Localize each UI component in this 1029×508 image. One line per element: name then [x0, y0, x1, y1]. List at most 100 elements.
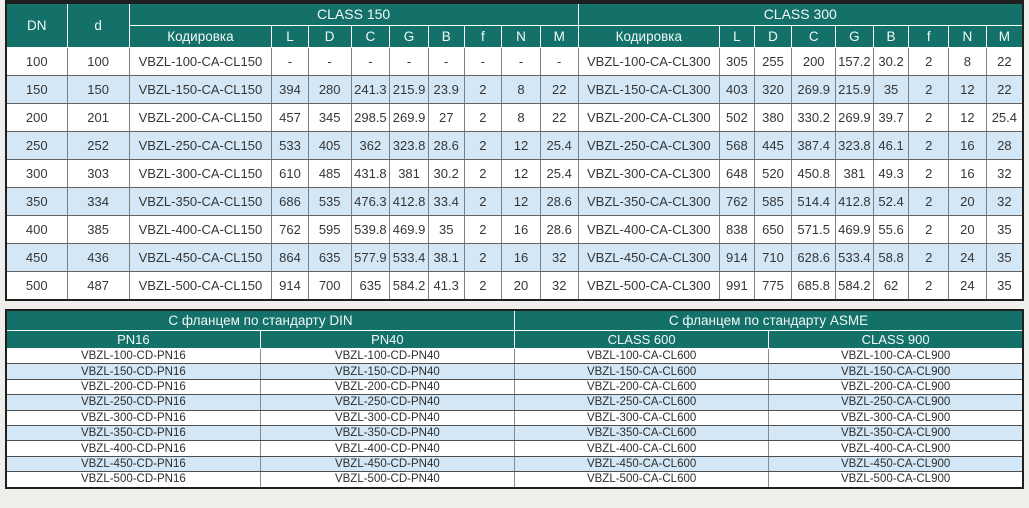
data-cell: 431.8 — [350, 159, 391, 188]
data-cell: 381 — [835, 159, 874, 188]
table-row: VBZL-200-CD-PN16 VBZL-200-CD-PN40 VBZL-200… — [5, 378, 1024, 396]
column-header-pn16: PN16 — [5, 330, 261, 349]
data-cell: 450.8 — [791, 159, 837, 188]
data-cell: 2 — [463, 75, 503, 104]
sub-header-dim: f — [463, 25, 503, 48]
d-cell: 150 — [66, 75, 130, 104]
data-cell: 55.6 — [872, 215, 910, 244]
code-cell: VBZL-250-CA-CL300 — [577, 131, 721, 160]
data-cell: 2 — [908, 75, 950, 104]
data-cell: 2 — [463, 187, 503, 216]
code-cell: VBZL-400-CA-CL600 — [513, 440, 770, 457]
data-cell: 469.9 — [835, 215, 874, 244]
data-cell: 584.2 — [835, 271, 874, 301]
flange-codes-body: VBZL-100-CD-PN16 VBZL-100-CD-PN40 VBZL-100… — [5, 347, 1024, 489]
data-cell: 35 — [872, 75, 910, 104]
data-cell: - — [501, 47, 541, 76]
data-cell: 650 — [753, 215, 793, 244]
data-cell: 22 — [539, 103, 579, 132]
code-cell: VBZL-500-CA-CL300 — [577, 271, 721, 301]
data-cell: 22 — [985, 47, 1024, 76]
flange-codes-header: С фланцем по стандарту DIN С фланцем по … — [5, 309, 1024, 349]
data-cell: 269.9 — [389, 103, 429, 132]
data-cell: 30.2 — [427, 159, 465, 188]
code-cell: VBZL-300-CA-CL900 — [768, 409, 1024, 426]
code-cell: VBZL-100-CA-CL900 — [768, 347, 1024, 365]
data-cell: 762 — [719, 187, 755, 216]
group-header-class300: CLASS 300 — [577, 1, 1024, 26]
dn-cell: 200 — [5, 103, 68, 132]
data-cell: - — [539, 47, 579, 76]
table-row: 300 303 VBZL-300-CA-CL150 610 485 431.8 381 30.… — [5, 159, 1024, 188]
group-header-class150: CLASS 150 — [128, 1, 579, 26]
data-cell: - — [307, 47, 352, 76]
table-row: VBZL-300-CD-PN16 VBZL-300-CD-PN40 VBZL-300… — [5, 409, 1024, 426]
group-header-row: DN d CLASS 150 CLASS 300 — [5, 1, 1024, 48]
column-header-class900: CLASS 900 — [768, 330, 1024, 349]
data-cell: 914 — [271, 271, 309, 301]
code-cell: VBZL-250-CA-CL600 — [513, 394, 770, 411]
code-cell: VBZL-200-CA-CL300 — [577, 103, 721, 132]
column-header-class600: CLASS 600 — [513, 330, 770, 349]
code-cell: VBZL-250-CD-PN16 — [5, 394, 261, 411]
data-cell: 22 — [985, 75, 1024, 104]
data-cell: 35 — [985, 271, 1024, 301]
data-cell: 32 — [539, 271, 579, 301]
data-cell: 502 — [719, 103, 755, 132]
dn-cell: 350 — [5, 187, 68, 216]
dn-cell: 300 — [5, 159, 68, 188]
code-cell: VBZL-450-CD-PN16 — [5, 455, 261, 473]
sub-header-dim: N — [501, 25, 541, 48]
code-cell: VBZL-450-CA-CL600 — [513, 455, 770, 473]
data-cell: 12 — [948, 75, 987, 104]
column-header-dn: DN — [5, 1, 68, 48]
data-cell: 585 — [753, 187, 793, 216]
table-row: VBZL-400-CD-PN16 VBZL-400-CD-PN40 VBZL-400… — [5, 440, 1024, 457]
data-cell: 595 — [307, 215, 352, 244]
dn-cell: 100 — [5, 47, 68, 76]
data-cell: 269.9 — [791, 75, 837, 104]
sub-header-dim: M — [985, 25, 1024, 48]
data-cell: 2 — [463, 243, 503, 272]
group-header-asme: С фланцем по стандарту ASME — [514, 309, 1024, 331]
data-cell: 49.3 — [872, 159, 910, 188]
data-cell: 2 — [908, 243, 950, 272]
code-cell: VBZL-150-CD-PN40 — [259, 363, 516, 380]
sub-header-dim: f — [908, 25, 950, 48]
data-cell: 2 — [463, 103, 503, 132]
data-cell: 28.6 — [539, 187, 579, 216]
data-cell: - — [463, 47, 503, 76]
code-cell: VBZL-450-CA-CL300 — [577, 243, 721, 272]
data-cell: 2 — [463, 215, 503, 244]
data-cell: 39.7 — [872, 103, 910, 132]
data-cell: 24 — [948, 271, 987, 301]
sub-header-dim: C — [791, 25, 837, 48]
data-cell: 62 — [872, 271, 910, 301]
column-header-pn40: PN40 — [259, 330, 516, 349]
sub-header-dim: L — [271, 25, 309, 48]
code-cell: VBZL-500-CD-PN40 — [259, 471, 516, 489]
flange-codes-table: С фланцем по стандарту DIN С фланцем по … — [5, 309, 1024, 489]
data-cell: 485 — [307, 159, 352, 188]
data-cell: 2 — [908, 159, 950, 188]
code-cell: VBZL-150-CD-PN16 — [5, 363, 261, 380]
data-cell: 16 — [501, 243, 541, 272]
data-cell: 914 — [719, 243, 755, 272]
data-cell: 27 — [427, 103, 465, 132]
sub-header-dim: C — [350, 25, 391, 48]
d-cell: 201 — [66, 103, 130, 132]
code-cell: VBZL-100-CA-CL150 — [128, 47, 273, 76]
code-cell: VBZL-450-CA-CL150 — [128, 243, 273, 272]
data-cell: 2 — [463, 131, 503, 160]
code-cell: VBZL-200-CA-CL150 — [128, 103, 273, 132]
data-cell: 12 — [948, 103, 987, 132]
table-row: VBZL-350-CD-PN16 VBZL-350-CD-PN40 VBZL-350… — [5, 424, 1024, 442]
data-cell: 320 — [753, 75, 793, 104]
data-cell: 269.9 — [835, 103, 874, 132]
sub-header-dim: N — [948, 25, 987, 48]
data-cell: 25.4 — [539, 131, 579, 160]
sub-header-dim: B — [872, 25, 910, 48]
